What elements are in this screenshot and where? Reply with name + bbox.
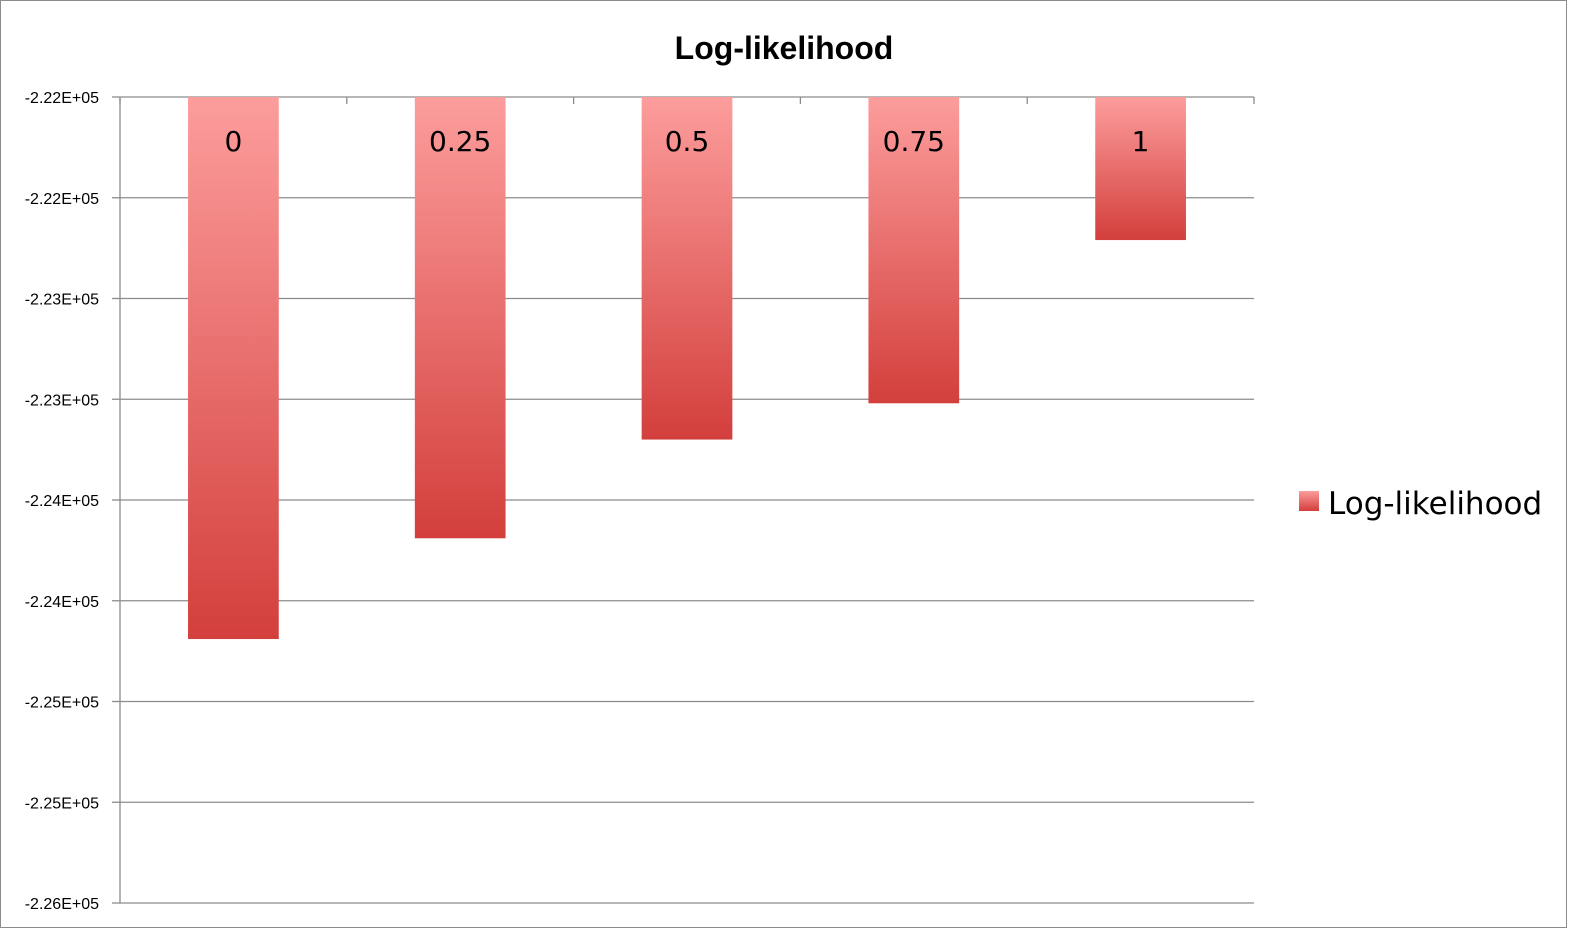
- y-tick-label-2: -2.23E+05: [25, 292, 99, 309]
- bars-layer: 0 0.25 0.5 0.75 1: [188, 97, 1186, 640]
- y-tick-label-8: -2.26E+05: [25, 896, 99, 913]
- y-tick-label-7: -2.25E+05: [25, 795, 99, 812]
- bar-label-0.25: 0.25: [429, 125, 491, 158]
- y-tick-label-4: -2.24E+05: [25, 493, 99, 510]
- y-tick-label-6: -2.25E+05: [25, 695, 99, 712]
- bar-label-0: 0: [224, 125, 242, 158]
- legend: Log-likelihood: [1299, 486, 1542, 522]
- legend-label: Log-likelihood: [1328, 486, 1542, 522]
- legend-swatch: [1299, 491, 1319, 511]
- bar-label-0.5: 0.5: [665, 125, 710, 158]
- y-tick-label-3: -2.23E+05: [25, 392, 99, 409]
- bar-0: [188, 97, 279, 640]
- bar-label-1: 1: [1132, 125, 1150, 158]
- chart-title: Log-likelihood: [675, 30, 894, 66]
- bar-0.25: [414, 97, 506, 539]
- bar-1: [1095, 97, 1186, 241]
- y-tick-label-1: -2.22E+05: [25, 191, 99, 208]
- bar-label-0.75: 0.75: [883, 125, 945, 158]
- bar-0.75: [868, 97, 960, 404]
- bar-0.5: [641, 97, 733, 440]
- y-tick-label-0: -2.22E+05: [25, 90, 99, 107]
- y-tick-label-5: -2.24E+05: [25, 594, 99, 611]
- grid-layer: -2.22E+05 -2.22E+05 -2.23E+05 -2.23E+05 -2.2…: [25, 90, 1255, 913]
